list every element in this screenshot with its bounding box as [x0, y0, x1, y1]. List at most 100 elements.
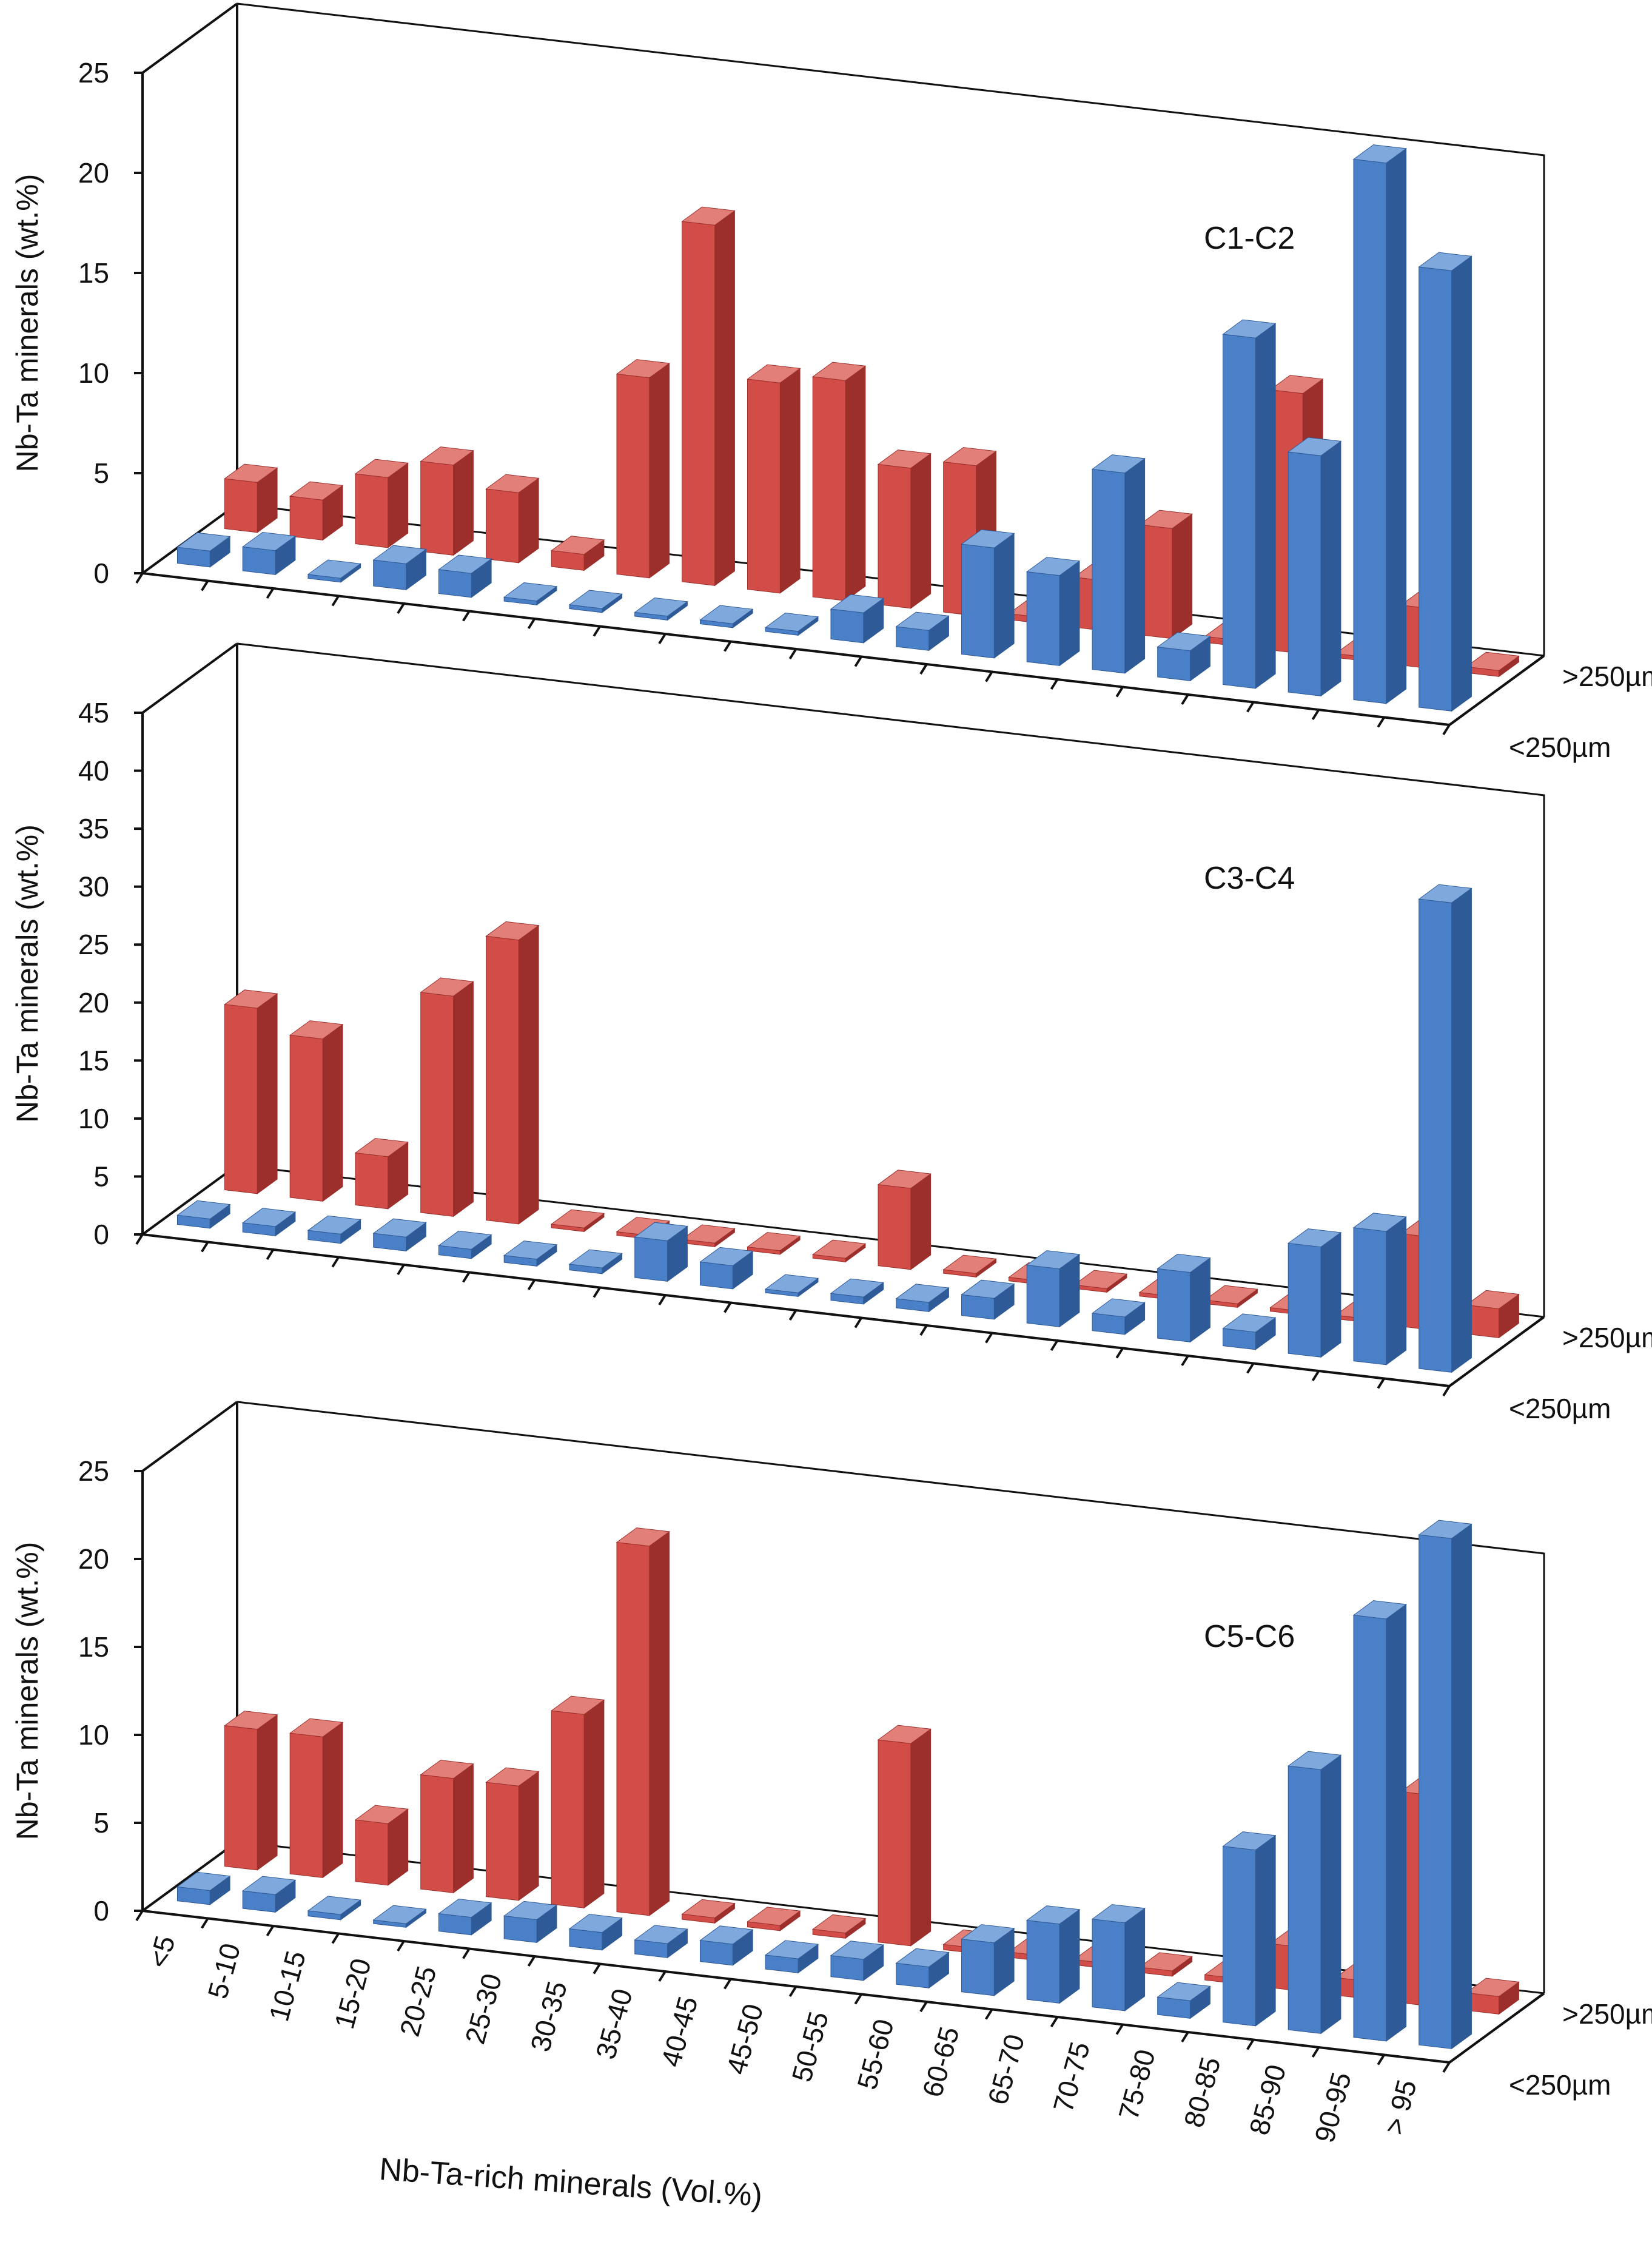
x-category-label: 20-25 [394, 1962, 443, 2039]
bar-top-face [550, 536, 605, 555]
bar-C1-C2-<250µm-45-50 [764, 612, 819, 636]
bar-front-face [682, 221, 716, 586]
bar-C3-C4->250µm-75-80 [1204, 1285, 1258, 1308]
bar-top-face [224, 463, 278, 483]
bar-top-face [289, 1718, 344, 1737]
y-tick-label: 40 [78, 755, 109, 787]
bar-C5-C6-<250µm-50-55 [830, 1941, 884, 1981]
bar-top-face [1091, 1298, 1146, 1318]
bar-C5-C6-<250µm-75-80 [1157, 1982, 1211, 2019]
bar-side-face [518, 1771, 539, 1901]
bar-side-face [910, 1728, 932, 1947]
bar-side-face [1172, 513, 1193, 639]
x-tick [985, 2008, 993, 2020]
bar-top-face [307, 559, 361, 579]
x-tick [201, 1917, 209, 1929]
bar-side-face [322, 1722, 343, 1879]
bar-side-face [1320, 1754, 1341, 2035]
bar-top-face [942, 1254, 997, 1274]
bar-C1-C2-<250µm-20-25 [438, 554, 492, 598]
bar-top-face [764, 612, 819, 632]
bar-top-face [681, 1899, 736, 1919]
bar-top-face [811, 362, 867, 381]
bar-top-face [830, 1278, 884, 1298]
bar-C5-C6-<250µm-55-60 [895, 1948, 950, 1989]
bar-C3-C4-<250µm-55-60 [895, 1284, 950, 1313]
bar-top-face [354, 1138, 409, 1157]
bar-C5-C6->250µm-25-30 [550, 1695, 605, 1909]
bar-side-face [845, 365, 866, 602]
bar-front-face [1092, 468, 1126, 674]
bar-front-face [1288, 1242, 1321, 1358]
bar-C3-C4-<250µm-30-35 [568, 1249, 623, 1274]
depth-label-gt250: >250µm [1562, 1998, 1652, 2030]
bar-front-face [289, 496, 323, 540]
bar-front-face [1092, 1919, 1126, 2012]
x-tick [266, 587, 275, 599]
bar-side-face [993, 533, 1015, 659]
bar-C3-C4-<250µm-5-10 [241, 1208, 297, 1237]
bar-C3-C4->250µm-20-25 [485, 921, 540, 1225]
y-axis-title: Nb-Ta minerals (wt.%) [10, 174, 44, 473]
bar-front-face [1353, 158, 1387, 704]
bar-side-face [910, 1173, 932, 1270]
bar-top-face [1465, 1290, 1520, 1310]
bar-side-face [1320, 440, 1341, 697]
bar-top-face [1157, 1253, 1211, 1273]
bar-front-face [616, 1542, 650, 1916]
x-tick [788, 1985, 797, 1998]
x-tick [527, 1279, 536, 1291]
x-tick [462, 1271, 471, 1283]
bar-front-face [224, 1004, 258, 1194]
bar-C1-C2->250µm-5-10 [289, 481, 344, 541]
bar-C1-C2->250µm-25-30 [550, 536, 605, 571]
bar-top-face [438, 1899, 492, 1918]
bar-front-face [616, 373, 650, 579]
bar-top-face [1465, 1978, 1520, 1997]
bar-top-face [550, 1695, 605, 1715]
bar-side-face [1124, 457, 1146, 674]
bar-front-face [373, 559, 407, 590]
bar-top-face [699, 1925, 754, 1945]
bar-C1-C2->250µm-50-55 [877, 449, 932, 609]
bar-top-face [224, 989, 278, 1009]
bar-top-face [1287, 1751, 1342, 1770]
bar-C3-C4->250µm-25-30 [550, 1209, 605, 1233]
bar-top-face [681, 1224, 736, 1244]
bar-C3-C4->250µm-65-70 [1073, 1270, 1128, 1293]
side-wall-top-edge [141, 1401, 238, 1472]
bar-top-face [764, 1940, 819, 1959]
bar-front-face [1223, 334, 1256, 689]
bar-front-face [1223, 1846, 1256, 2027]
bar-top-face [224, 1711, 278, 1730]
x-tick [919, 1324, 928, 1336]
bar-side-face [453, 1763, 474, 1894]
bar-top-face [1222, 319, 1277, 338]
bar-top-face [1222, 1831, 1277, 1851]
back-wall-outline [237, 642, 1545, 1317]
x-tick [919, 663, 928, 675]
bar-top-face [420, 1760, 474, 1779]
bar-C3-C4-<250µm-25-30 [503, 1241, 558, 1267]
bar-front-face [878, 1184, 912, 1270]
bar-C5-C6-<250µm-60-65 [961, 1924, 1015, 1996]
bar-C5-C6-<250µm-<5 [176, 1871, 231, 1905]
depth-axis-line [1448, 1316, 1545, 1387]
y-tick-label: 5 [93, 457, 109, 489]
bar-C3-C4->250µm-50-55 [877, 1170, 932, 1270]
x-category-label: <5 [143, 1932, 181, 1971]
bar-top-face [830, 594, 884, 613]
bar-C5-C6->250µm-10-15 [354, 1805, 409, 1886]
bar-top-face [1418, 884, 1472, 903]
x-tick [527, 618, 536, 630]
x-tick [462, 610, 471, 622]
bar-top-face [568, 590, 623, 609]
bar-C5-C6->250µm-70-75 [1138, 1952, 1193, 1977]
x-tick [1050, 678, 1059, 690]
bar-front-face [242, 546, 276, 575]
x-tick [854, 1993, 862, 2005]
x-tick [919, 2001, 928, 2013]
x-category-label: 70-75 [1047, 2038, 1096, 2115]
x-tick [1311, 2046, 1320, 2058]
bar-side-face [453, 981, 474, 1217]
